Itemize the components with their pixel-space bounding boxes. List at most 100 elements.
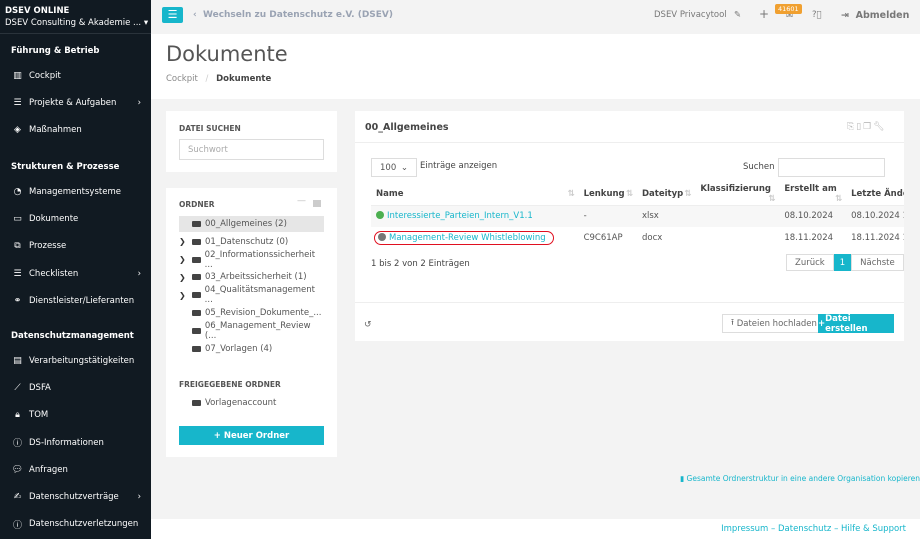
plus-icon[interactable]: + bbox=[759, 7, 770, 21]
folder-item[interactable]: ❯ 04_Qualitätsmanagement ... bbox=[179, 285, 324, 305]
process-icon: ⧉ bbox=[14, 241, 21, 252]
list-icon: ☰ bbox=[13, 268, 22, 279]
next-page-button[interactable]: Nächste bbox=[851, 254, 904, 271]
copy-icon[interactable]: ❐ bbox=[863, 122, 874, 132]
sidebar-item-projekte-aufgaben[interactable]: ☰ Projekte & Aufgaben › bbox=[11, 93, 141, 113]
wrench-icon[interactable]: 🔧︎ bbox=[873, 122, 887, 132]
folder-item[interactable]: ❯ 02_Informationssicherheit ... bbox=[179, 250, 324, 270]
sidebar-item-datenschutzverletzungen[interactable]: ⓘ Datenschutzverletzungen bbox=[11, 514, 141, 534]
page-1-button[interactable]: 1 bbox=[833, 254, 852, 271]
folder-item[interactable]: 07_Vorlagen (4) bbox=[179, 341, 324, 357]
folder-icon bbox=[192, 310, 201, 316]
column-header[interactable]: Klassifizierung ⇅ bbox=[695, 183, 780, 206]
create-file-button[interactable]: + Datei erstellen bbox=[818, 314, 894, 334]
org-switcher[interactable]: DSEV ONLINE DSEV Consulting & Akademie .… bbox=[5, 5, 148, 29]
sidebar-item-anfragen[interactable]: 💬︎ Anfragen bbox=[11, 460, 141, 480]
breadcrumb-current: Dokumente bbox=[216, 74, 272, 84]
separator: – bbox=[834, 524, 839, 534]
sidebar-item-datenschutzverträge[interactable]: ✍ Datenschutzverträge › bbox=[11, 487, 141, 507]
sort-icon: ⇅ bbox=[835, 193, 843, 204]
logout-button[interactable]: ⇥ Abmelden bbox=[841, 10, 909, 21]
copy-folder-structure-link[interactable]: ▮ Gesamte Ordnerstruktur in eine andere … bbox=[680, 474, 920, 483]
folder-name: 00_Allgemeines (2) bbox=[205, 219, 287, 229]
sidebar-item-prozesse[interactable]: ⧉ Prozesse bbox=[11, 236, 141, 256]
lenkung-cell: C9C61AP bbox=[583, 233, 623, 243]
modified-cell: 18.11.2024 16:35 bbox=[851, 233, 904, 243]
page-size-value: 100 bbox=[380, 162, 397, 173]
chart-icon: ▥ bbox=[13, 71, 22, 81]
sidebar-item-checklisten[interactable]: ☰ Checklisten › bbox=[11, 264, 141, 284]
table-info: 1 bis 2 von 2 Einträgen bbox=[371, 259, 470, 269]
sort-icon: ⇅ bbox=[684, 188, 692, 199]
shared-folder-item[interactable]: Vorlagenaccount bbox=[179, 395, 324, 411]
upload-files-button[interactable]: ⭱ Dateien hochladen bbox=[722, 314, 826, 333]
prev-page-button[interactable]: Zurück bbox=[786, 254, 834, 271]
divider bbox=[355, 142, 904, 143]
edit-icon[interactable]: ✎ bbox=[734, 10, 742, 20]
sidebar-item-tom[interactable]: 🔒︎ TOM bbox=[11, 405, 141, 425]
sidebar-item-dokumente[interactable]: ▭ Dokumente bbox=[11, 209, 141, 229]
sidebar-item-label: Maßnahmen bbox=[29, 125, 82, 136]
folder-item[interactable]: ❯ 01_Datenschutz (0) bbox=[179, 234, 324, 250]
sidebar-item-dsfa[interactable]: ⟋ DSFA bbox=[11, 378, 141, 398]
sidebar-item-ds-informationen[interactable]: ⓘ DS-Informationen bbox=[11, 433, 141, 453]
folder-item[interactable]: ❯ 03_Arbeitssicherheit (1) bbox=[179, 269, 324, 285]
sidebar-item-label: Prozesse bbox=[29, 241, 67, 252]
sidebar-item-label: Managementsysteme bbox=[29, 187, 121, 197]
table-search-input[interactable] bbox=[778, 158, 885, 177]
new-folder-button[interactable]: + Neuer Ordner bbox=[179, 426, 324, 445]
chevron-right-icon[interactable]: ❯ bbox=[179, 255, 186, 265]
sidebar-item-cockpit[interactable]: ▥ Cockpit bbox=[11, 66, 141, 86]
sidebar-item-maßnahmen[interactable]: ◈ Maßnahmen bbox=[11, 120, 141, 140]
help-icon[interactable]: ?⃝ bbox=[812, 10, 822, 20]
file-search-input[interactable]: Suchwort bbox=[179, 139, 324, 160]
file-icon[interactable]: ▯ bbox=[856, 122, 864, 132]
menu-toggle-button[interactable]: ☰ bbox=[162, 7, 183, 23]
folder-label: ORDNER bbox=[179, 200, 215, 209]
alert-icon: ⓘ bbox=[12, 520, 22, 531]
folder-item[interactable]: 06_Management_Review (... bbox=[179, 321, 324, 341]
column-header[interactable]: Lenkung ⇅ bbox=[578, 183, 637, 206]
column-header[interactable]: Erstellt am ⇅ bbox=[779, 183, 847, 206]
sidebar-item-verarbeitungstätigkeiten[interactable]: ▤ Verarbeitungstätigkeiten bbox=[11, 351, 141, 371]
folder-name: 01_Datenschutz (0) bbox=[205, 236, 289, 247]
chevron-right-icon: › bbox=[137, 98, 141, 109]
collapse-icon[interactable]: — bbox=[297, 196, 306, 206]
chevron-right-icon[interactable]: ❯ bbox=[179, 290, 186, 300]
folder-icon bbox=[191, 256, 201, 263]
datenschutz-link[interactable]: Datenschutz bbox=[777, 524, 832, 534]
mail-icon[interactable]: ✉ bbox=[786, 11, 794, 21]
file-name-cell: Management-Review Whistleblowing bbox=[374, 231, 554, 245]
folder-item[interactable]: 00_Allgemeines (2) bbox=[179, 216, 324, 232]
sidebar-section-title: Strukturen & Prozesse bbox=[11, 162, 120, 172]
breadcrumb: Cockpit / Dokumente bbox=[166, 74, 272, 84]
switch-org-link[interactable]: ‹ Wechseln zu Datenschutz e.V. (DSEV) bbox=[193, 10, 394, 20]
lenkung-cell: - bbox=[578, 205, 637, 227]
shared-folder-label: FREIGEGEBENE ORDNER bbox=[179, 380, 281, 389]
export-icon[interactable]: ⎘ bbox=[847, 122, 857, 132]
chevron-right-icon[interactable]: ❯ bbox=[179, 237, 186, 247]
column-label: Klassifizierung bbox=[700, 183, 771, 194]
sidebar-item-dienstleister-lieferanten[interactable]: ⚭ Dienstleister/Lieferanten bbox=[11, 291, 141, 311]
chevron-right-icon[interactable]: ❯ bbox=[179, 272, 186, 282]
breadcrumb-cockpit[interactable]: Cockpit bbox=[166, 74, 198, 84]
sidebar-item-label: Anfragen bbox=[29, 464, 68, 475]
column-header[interactable]: Letzte Änderung bbox=[846, 183, 904, 206]
sidebar-item-label: TOM bbox=[29, 410, 49, 421]
save-icon[interactable] bbox=[313, 200, 321, 207]
handshake-icon: ⚭ bbox=[13, 295, 22, 306]
list-icon: ☰ bbox=[13, 98, 22, 109]
column-header[interactable]: Name ⇅ bbox=[371, 183, 579, 206]
file-link[interactable]: Interessierte_Parteien_Intern_V1.1 bbox=[387, 211, 533, 222]
sidebar-item-label: Dokumente bbox=[29, 214, 79, 225]
impressum-link[interactable]: Impressum bbox=[721, 524, 769, 534]
file-link[interactable]: Management-Review Whistleblowing bbox=[389, 233, 546, 243]
folder-item[interactable]: 05_Revision_Dokumente_... bbox=[179, 305, 324, 321]
page-size-select[interactable]: 100 ⌄ bbox=[371, 158, 417, 177]
column-header[interactable]: Dateityp ⇅ bbox=[636, 183, 696, 206]
support-link[interactable]: Hilfe & Support bbox=[841, 524, 906, 534]
history-icon[interactable]: ↺ bbox=[364, 320, 372, 330]
sidebar: DSEV ONLINE DSEV Consulting & Akademie .… bbox=[0, 0, 151, 539]
sidebar-item-managementsysteme[interactable]: ◔ Managementsysteme bbox=[11, 182, 141, 202]
folder-icon: ▭ bbox=[13, 214, 22, 225]
